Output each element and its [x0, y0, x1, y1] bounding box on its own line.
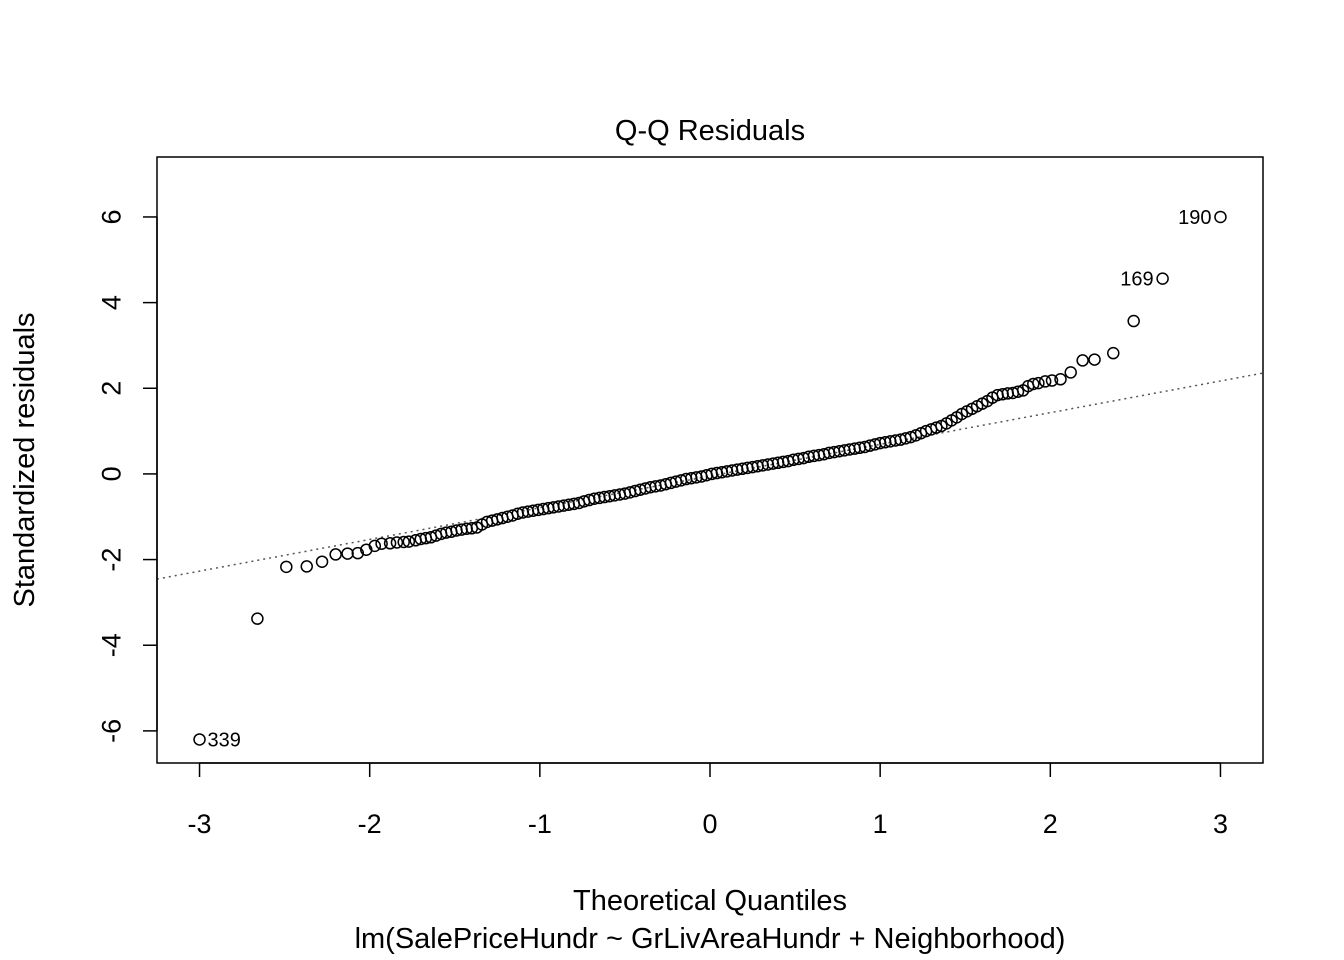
residual-point — [329, 548, 342, 561]
y-tick-label: 0 — [96, 466, 126, 481]
residual-point — [251, 612, 264, 625]
residual-point — [402, 535, 416, 548]
residual-point — [1127, 314, 1140, 328]
reference-line — [156, 372, 1264, 580]
y-tick-label: -6 — [96, 719, 126, 743]
residual-point — [390, 536, 404, 549]
residual-point — [375, 537, 388, 550]
points-group: 339 169 190 — [193, 207, 1227, 751]
x-axis-title: Theoretical Quantiles — [573, 885, 847, 917]
x-tick-label: 1 — [873, 809, 888, 839]
x-tick-label: 2 — [1043, 809, 1058, 839]
x-axis: -3 -2 -1 0 1 2 3 — [188, 762, 1228, 839]
model-formula-subtitle: lm(SalePriceHundr ~ GrLivAreaHundr + Nei… — [355, 923, 1066, 955]
x-tick-label: 3 — [1213, 809, 1228, 839]
residual-point — [1038, 375, 1052, 388]
outlier-label: 339 — [208, 729, 241, 751]
plot-frame-group — [156, 156, 1264, 764]
residual-point — [280, 560, 293, 574]
x-tick-label: -3 — [188, 809, 212, 839]
residual-point — [1045, 374, 1059, 387]
residual-point — [930, 421, 943, 434]
outlier-label: 169 — [1120, 269, 1153, 291]
residual-point — [300, 560, 313, 573]
y-axis: -6 -4 -2 0 2 4 6 — [96, 209, 158, 743]
residual-point — [1088, 353, 1101, 366]
plot-frame — [156, 156, 1264, 764]
y-tick-label: 4 — [96, 295, 126, 310]
residual-point — [351, 546, 365, 560]
y-tick-label: -2 — [96, 548, 126, 572]
residual-point — [397, 535, 410, 549]
y-tick-label: 2 — [96, 381, 126, 396]
residual-point — [1107, 346, 1120, 360]
residual-point — [1032, 376, 1045, 390]
residual-point — [368, 539, 382, 553]
residual-point — [383, 537, 397, 550]
residual-point — [1214, 210, 1227, 224]
residual-point — [1027, 377, 1040, 391]
y-tick-label: -4 — [96, 633, 126, 657]
residual-point — [1054, 373, 1067, 386]
x-tick-label: 0 — [702, 809, 717, 839]
residual-point — [1156, 272, 1169, 285]
chart-title: Q-Q Residuals — [615, 115, 805, 147]
residual-point — [193, 733, 206, 746]
residual-point — [341, 547, 354, 560]
x-tick-label: -1 — [528, 809, 552, 839]
outlier-label: 190 — [1178, 207, 1211, 229]
residual-point — [1076, 354, 1089, 367]
residual-point — [1064, 366, 1077, 379]
residual-point — [1011, 385, 1025, 398]
y-tick-label: 6 — [96, 209, 126, 224]
x-tick-label: -2 — [358, 809, 382, 839]
y-axis-title: Standardized residuals — [9, 312, 41, 607]
residual-point — [315, 555, 329, 568]
